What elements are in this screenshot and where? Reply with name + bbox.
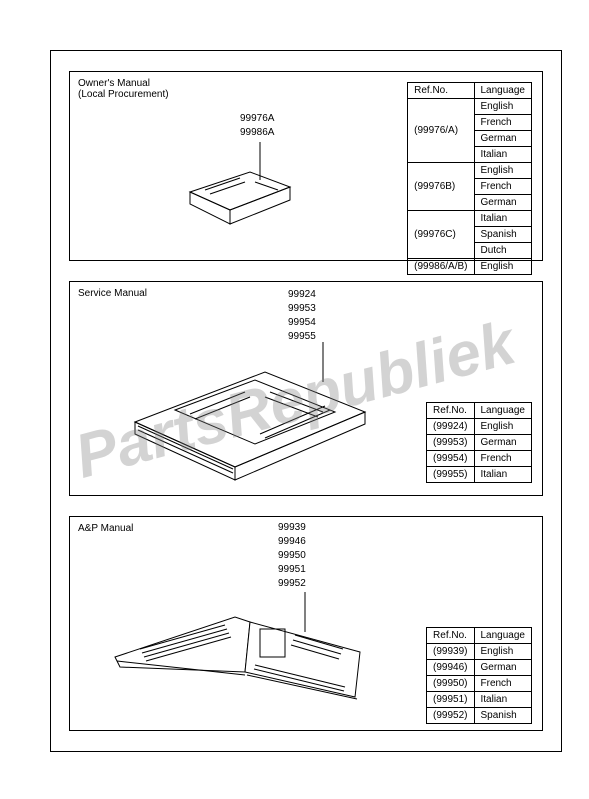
td-ref: (99954) [427,451,474,467]
td-lang: Spanish [474,708,532,724]
panel-title: Owner's Manual (Local Procurement) [78,78,169,100]
td-lang: English [474,644,532,660]
part-label: 99951 [278,563,306,577]
td-lang: German [474,195,532,211]
td-ref: (99924) [427,419,474,435]
td-ref: (99939) [427,644,474,660]
td-ref: (99953) [427,435,474,451]
th-lang: Language [474,403,532,419]
th-lang: Language [474,628,532,644]
td-lang: French [474,115,532,131]
td-lang: French [474,676,532,692]
td-lang: German [474,435,532,451]
td-ref: (99976B) [408,163,474,211]
panel-ap-manual: A&P Manual 99939 99946 99950 99951 99952 [69,516,543,731]
ref-table-service: Ref.No. Language (99924)English (99953)G… [426,402,532,483]
th-ref: Ref.No. [408,83,474,99]
manual-medium-drawing [105,322,385,492]
td-ref: (99976C) [408,211,474,259]
manual-small-drawing [170,132,330,252]
part-label: 99924 [288,288,316,302]
td-lang: Italian [474,211,532,227]
td-ref: (99950) [427,676,474,692]
td-lang: Italian [474,147,532,163]
panel-service-manual: Service Manual 99924 99953 99954 99955 [69,281,543,496]
title-line: Owner's Manual [78,78,169,89]
td-ref: (99946) [427,660,474,676]
panel-title: Service Manual [78,288,147,299]
part-label: 99950 [278,549,306,563]
td-lang: English [474,163,532,179]
td-ref: (99955) [427,467,474,483]
title-line: (Local Procurement) [78,89,169,100]
td-lang: German [474,131,532,147]
title-line: A&P Manual [78,523,133,534]
td-lang: Dutch [474,243,532,259]
diagram-frame: Owner's Manual (Local Procurement) 99976… [50,50,562,752]
part-label: 99953 [288,302,316,316]
title-line: Service Manual [78,288,147,299]
td-ref: (99976/A) [408,99,474,163]
td-lang: English [474,99,532,115]
ref-table-owners: Ref.No. Language (99976/A)English French… [407,82,532,275]
td-lang: English [474,419,532,435]
part-label: 99939 [278,521,306,535]
part-label: 99946 [278,535,306,549]
manual-open-drawing [95,577,375,727]
part-label: 99976A [240,112,274,126]
panel-title: A&P Manual [78,523,133,534]
td-lang: Italian [474,692,532,708]
td-lang: French [474,179,532,195]
td-lang: Spanish [474,227,532,243]
td-ref: (99951) [427,692,474,708]
ref-table-ap: Ref.No. Language (99939)English (99946)G… [426,627,532,724]
td-lang: German [474,660,532,676]
td-lang: French [474,451,532,467]
th-ref: Ref.No. [427,628,474,644]
td-lang: English [474,259,532,275]
td-lang: Italian [474,467,532,483]
panel-owners-manual: Owner's Manual (Local Procurement) 99976… [69,71,543,261]
th-lang: Language [474,83,532,99]
td-ref: (99986/A/B) [408,259,474,275]
th-ref: Ref.No. [427,403,474,419]
td-ref: (99952) [427,708,474,724]
